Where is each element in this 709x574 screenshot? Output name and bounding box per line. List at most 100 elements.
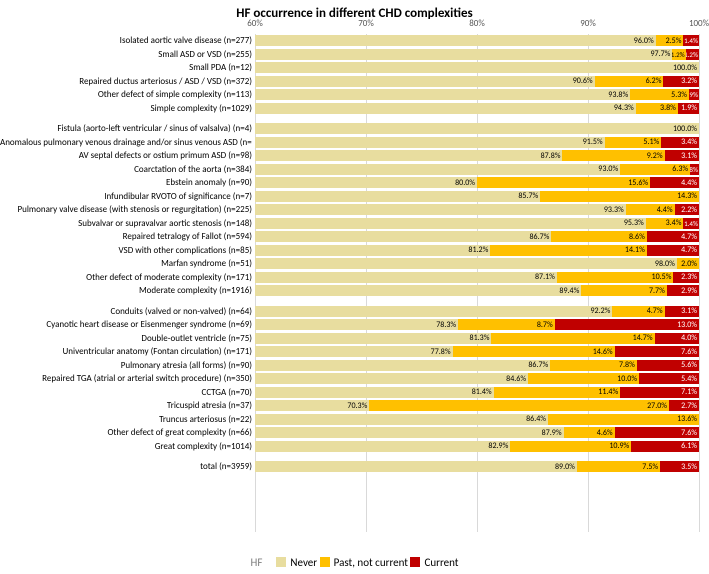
- bar-segment-past: 4.7%: [612, 306, 664, 317]
- data-row: Cyanotic heart disease or Eisenmenger sy…: [0, 318, 699, 332]
- legend-label: Current: [424, 556, 458, 569]
- row-label: Great complexity (n=1014): [0, 442, 252, 451]
- bar-track: 5.4%10.0%84.6%: [255, 373, 699, 384]
- bar-segment-never: 98.0%: [255, 258, 677, 269]
- bar-segment-never: 78.3%: [255, 319, 458, 330]
- bar-segment-past: 10.5%: [557, 272, 674, 283]
- row-label: Simple complexity (n=1029): [0, 104, 252, 113]
- bar-segment-never: 92.2%: [255, 306, 612, 317]
- data-row: Repaired ductus arteriosus / ASD / VSD (…: [0, 75, 699, 89]
- bar-segment-never: 87.8%: [255, 150, 562, 161]
- bar-segment-current: 5.4%: [639, 373, 699, 384]
- legend-item-current: Current: [410, 556, 458, 569]
- row-label: Moderate complexity (n=1916): [0, 286, 252, 295]
- bar-track: 3.5%7.5%89.0%: [255, 461, 699, 472]
- bar-segment-past: 9.2%: [562, 150, 664, 161]
- bar-segment-current: 0.8%: [690, 164, 699, 175]
- bar-segment-current: 1.4%: [683, 218, 699, 229]
- bar-segment-current: 3.5%: [660, 461, 699, 472]
- bar-segment-past: 2.5%: [656, 35, 684, 46]
- bar-segment-past: 5.1%: [605, 137, 662, 148]
- bar-track: 100.0%: [255, 62, 699, 73]
- bar-segment-never: 70.3%: [255, 400, 369, 411]
- bar-segment-current: 3.2%: [663, 76, 699, 87]
- data-row: Pulmonary atresia (all forms) (n=90)5.6%…: [0, 359, 699, 373]
- bar-track: 1.9%3.8%94.3%: [255, 103, 699, 114]
- row-label: Tricuspid atresia (n=37): [0, 401, 252, 410]
- bar-segment-past: 14.7%: [491, 333, 654, 344]
- axis-tick-label: 90%: [580, 18, 596, 29]
- bar-segment-current: 5.6%: [637, 360, 699, 371]
- row-label: Other defect of simple complexity (n=113…: [0, 90, 252, 99]
- bar-segment-past: 14.1%: [490, 245, 647, 256]
- row-label: Other defect of moderate complexity (n=1…: [0, 273, 252, 282]
- row-label: Other defect of great complexity (n=66): [0, 428, 252, 437]
- bar-segment-past: 7.7%: [581, 285, 666, 296]
- bar-segment-past: 2.0%: [677, 258, 699, 269]
- row-label: total (n=3959): [0, 462, 252, 471]
- bar-track: 4.4%15.6%80.0%: [255, 177, 699, 188]
- bar-segment-never: 97.7%: [255, 49, 672, 60]
- bar-segment-current: 4.4%: [650, 177, 699, 188]
- bar-segment-never: 95.3%: [255, 218, 646, 229]
- data-row: Repaired tetralogy of Fallot (n=594)4.7%…: [0, 230, 699, 244]
- legend-item-past: Past, not current: [320, 556, 408, 569]
- row-label: Small PDA (n=12): [0, 63, 252, 72]
- bar-segment-past: 1.2%: [672, 49, 685, 60]
- data-row: Other defect of moderate complexity (n=1…: [0, 271, 699, 285]
- bar-segment-past: 14.6%: [453, 346, 615, 357]
- data-row: Subvalvar or supravalvar aortic stenosis…: [0, 217, 699, 231]
- data-row: Small ASD or VSD (n=255)1.2%1.2%97.7%: [0, 48, 699, 62]
- row-label: Coarctation of the aorta (n=384): [0, 165, 252, 174]
- bar-segment-past: 7.8%: [550, 360, 637, 371]
- row-label: CCTGA (n=70): [0, 388, 252, 397]
- bar-segment-current: 4.7%: [647, 231, 699, 242]
- row-label: Fistula (aorto-left ventricular / sinus …: [0, 124, 252, 133]
- bar-track: 1.4%3.4%95.3%: [255, 218, 699, 229]
- bar-segment-never: 87.1%: [255, 272, 557, 283]
- bar-segment-past: 3.4%: [646, 218, 684, 229]
- bar-segment-never: 87.9%: [255, 427, 564, 438]
- bar-track: 0.8%6.3%93.0%: [255, 164, 699, 175]
- bar-segment-past: 15.6%: [477, 177, 650, 188]
- data-row: Coarctation of the aorta (n=384)0.8%6.3%…: [0, 163, 699, 177]
- data-row: Ebstein anomaly (n=90)4.4%15.6%80.0%: [0, 176, 699, 190]
- row-label: Double-outlet ventricle (n=75): [0, 334, 252, 343]
- bar-track: 3.1%9.2%87.8%: [255, 150, 699, 161]
- data-row: Infundibular RVOTO of significance (n=7)…: [0, 190, 699, 204]
- bar-segment-never: 77.8%: [255, 346, 453, 357]
- bar-segment-past: 6.3%: [620, 164, 690, 175]
- bar-segment-never: 86.7%: [255, 360, 550, 371]
- plot-area: 60%70%80%90%100%Isolated aortic valve di…: [255, 34, 699, 532]
- legend-swatch: [410, 557, 420, 567]
- bar-segment-never: 93.0%: [255, 164, 620, 175]
- row-label: Subvalvar or supravalvar aortic stenosis…: [0, 219, 252, 228]
- bar-segment-past: 4.4%: [626, 204, 675, 215]
- bar-segment-never: 94.3%: [255, 103, 636, 114]
- legend-swatch: [320, 557, 330, 567]
- bar-segment-current: 7.6%: [615, 427, 699, 438]
- bar-segment-past: 7.5%: [577, 461, 660, 472]
- bar-track: 5.6%7.8%86.7%: [255, 360, 699, 371]
- bar-segment-current: 1.4%: [683, 35, 699, 46]
- bar-segment-current: 2.7%: [669, 400, 699, 411]
- gridline: [699, 34, 700, 532]
- bar-segment-current: 2.3%: [673, 272, 699, 283]
- legend: HF Never Past, not current Current: [0, 556, 709, 571]
- bar-segment-current: 1.9%: [678, 103, 699, 114]
- bar-segment-past: 14.3%: [540, 191, 699, 202]
- bar-track: 13.6%86.4%: [255, 414, 699, 425]
- data-row: total (n=3959)3.5%7.5%89.0%: [0, 460, 699, 474]
- row-label: Pulmonary atresia (all forms) (n=90): [0, 361, 252, 370]
- bar-track: 0.9%5.3%93.8%: [255, 89, 699, 100]
- bar-track: 2.3%10.5%87.1%: [255, 272, 699, 283]
- row-label: Truncus arteriosus (n=22): [0, 415, 252, 424]
- axis-tick-label: 60%: [247, 18, 263, 29]
- row-label: Ebstein anomaly (n=90): [0, 178, 252, 187]
- legend-title: HF: [251, 556, 263, 569]
- bar-track: 13.0%8.7%78.3%: [255, 319, 699, 330]
- bar-track: 3.1%4.7%92.2%: [255, 306, 699, 317]
- bar-segment-past: 5.3%: [630, 89, 689, 100]
- bar-segment-never: 81.3%: [255, 333, 491, 344]
- data-row: Other defect of great complexity (n=66) 7…: [0, 426, 699, 440]
